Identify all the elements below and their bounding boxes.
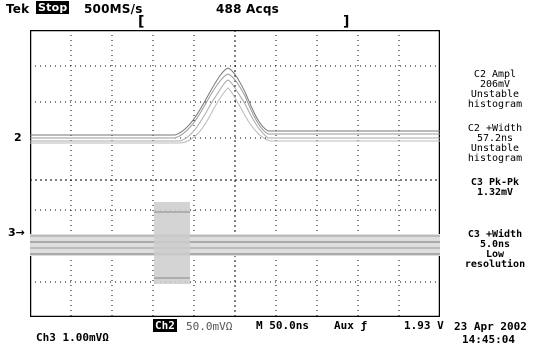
measurement-line: resolution (464, 259, 526, 270)
trigger-level[interactable]: 1.93 V (404, 319, 444, 332)
measurement-line: C2 +Width (467, 123, 523, 134)
measurement-line: 1.32mV (476, 187, 514, 198)
measurement-line: Unstable (470, 143, 520, 154)
waveform-display[interactable] (30, 30, 440, 317)
brand-label: Tek (6, 2, 30, 16)
time-stamp: 14:45:04 (462, 333, 515, 346)
ch3-scale[interactable]: Ch3 1.00mVΩ (36, 331, 109, 344)
ch3-level-marker[interactable]: 3→ (8, 226, 25, 239)
graticule-border (30, 30, 440, 317)
measurement-line: C3 +Width (467, 229, 523, 240)
ch2-level-marker[interactable]: 2 (14, 131, 22, 144)
measurement-line: 57.2ns (476, 133, 514, 144)
measurement-line: 206mV (479, 79, 511, 90)
measurement-line: histogram (467, 99, 523, 110)
measurement-line: Low (485, 249, 505, 260)
timebase-readout[interactable]: M 50.0ns (256, 319, 309, 332)
measurement-c3-width: C3 +Width 5.0ns Low resolution (445, 230, 545, 270)
record-start-bracket: [ (138, 14, 145, 30)
trigger-source[interactable]: Aux ƒ (334, 319, 368, 332)
measurement-c3-pkpk: C3 Pk-Pk 1.32mV (445, 178, 545, 198)
measurement-c2-ampl: C2 Ampl 206mV Unstable histogram (445, 70, 545, 110)
sample-rate: 500MS/s (84, 2, 143, 16)
ch2-tag[interactable]: Ch2 (153, 319, 177, 332)
date-stamp: 23 Apr 2002 (454, 320, 527, 333)
measurement-line: C2 Ampl (473, 69, 517, 80)
measurement-line: C3 Pk-Pk (470, 177, 520, 188)
acquisition-count: 488 Acqs (216, 2, 279, 16)
run-state-badge[interactable]: Stop (36, 1, 70, 14)
measurement-line: 5.0ns (479, 239, 511, 250)
center-axes (30, 30, 440, 317)
measurement-line: Unstable (470, 89, 520, 100)
record-end-bracket: ] (343, 14, 350, 30)
ch2-scale[interactable]: 50.0mVΩ (186, 320, 233, 333)
measurement-c2-width: C2 +Width 57.2ns Unstable histogram (445, 124, 545, 164)
ch3-waveform (30, 202, 440, 284)
ch2-waveform (30, 67, 440, 144)
measurement-line: histogram (467, 153, 523, 164)
